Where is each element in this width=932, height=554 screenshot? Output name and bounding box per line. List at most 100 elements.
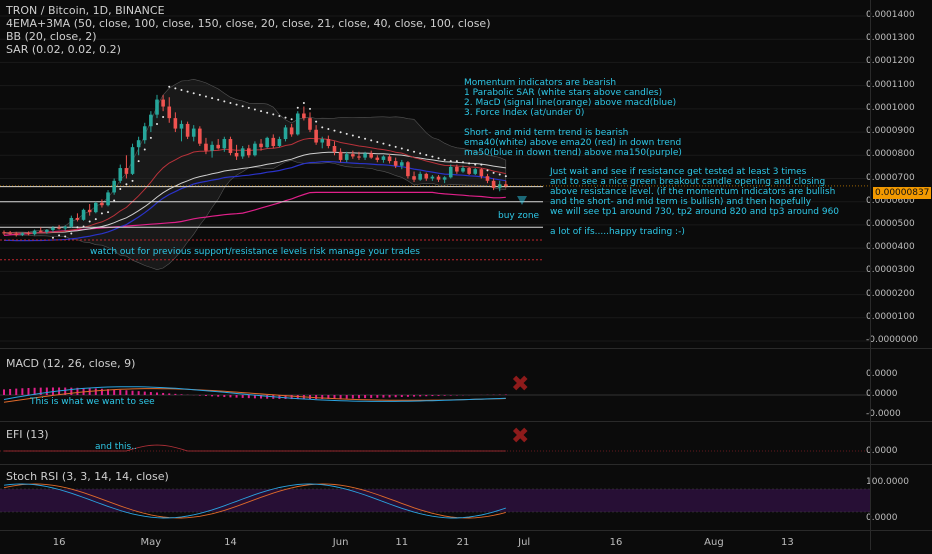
- candle-body: [278, 139, 282, 146]
- sar-dot: [70, 233, 72, 235]
- candle-body: [2, 232, 6, 233]
- price-tick-label: 0.0001100: [866, 80, 926, 90]
- candle-body: [229, 139, 233, 153]
- candle-body: [27, 233, 31, 234]
- sar-dot: [180, 89, 182, 91]
- macd-histogram-bar: [9, 389, 11, 395]
- indicator-bb: BB (20, close, 2): [6, 30, 491, 43]
- date-tick-label: May: [141, 537, 162, 548]
- efi-x-mark: ✖: [511, 426, 529, 448]
- last-price-flag: 0.00000837: [873, 187, 931, 199]
- candle-body: [247, 148, 251, 155]
- sar-dot: [407, 149, 409, 151]
- sar-dot: [499, 174, 501, 176]
- sar-dot: [431, 156, 433, 158]
- candle-body: [57, 228, 61, 229]
- candle-body: [265, 138, 269, 147]
- sar-dot: [199, 94, 201, 96]
- date-tick-label: 11: [395, 537, 408, 548]
- price-tick-label: 0.0000300: [866, 265, 926, 275]
- candle-body: [363, 153, 367, 157]
- candle-body: [412, 176, 416, 179]
- candle-body: [480, 169, 484, 176]
- indicator-sar: SAR (0.02, 0.02, 0.2): [6, 43, 491, 56]
- sar-dot: [119, 188, 121, 190]
- macd-histogram-bar: [407, 395, 409, 397]
- candle-body: [118, 168, 122, 181]
- candle-body: [131, 147, 135, 174]
- price-tick-label: 0.0000200: [866, 289, 926, 299]
- stoch-rsi-title: Stoch RSI (3, 3, 14, 14, close): [6, 470, 169, 483]
- sar-dot: [150, 137, 152, 139]
- macd-histogram-bar: [168, 393, 170, 395]
- candle-body: [143, 126, 147, 140]
- sar-dot: [52, 237, 54, 239]
- candle-body: [437, 177, 441, 180]
- sar-dot: [297, 107, 299, 109]
- sar-dot: [364, 138, 366, 140]
- efi-title: EFI (13): [6, 428, 49, 441]
- candle-body: [106, 192, 110, 205]
- date-tick-label: 21: [457, 537, 470, 548]
- macd-histogram-bar: [395, 395, 397, 397]
- price-tick-label: -0.0000000: [866, 335, 926, 345]
- stoch-tick: 0.0000: [866, 513, 926, 523]
- macd-histogram-bar: [382, 395, 384, 398]
- sar-dot: [76, 226, 78, 228]
- sar-dot: [248, 107, 250, 109]
- candle-body: [167, 107, 171, 119]
- sar-dot: [107, 211, 109, 213]
- macd-histogram-bar: [15, 389, 17, 395]
- candle-body: [345, 154, 349, 160]
- indicator-ema-ma: 4EMA+3MA (50, close, 100, close, 150, cl…: [6, 17, 491, 30]
- price-tick-label: 0.0000700: [866, 173, 926, 183]
- sar-dot: [162, 116, 164, 118]
- price-tick-label: 0.0000900: [866, 126, 926, 136]
- sar-dot: [223, 100, 225, 102]
- macd-histogram-bar: [419, 395, 421, 396]
- sar-dot: [113, 200, 115, 202]
- candle-body: [308, 118, 312, 130]
- macd-histogram-bar: [125, 390, 127, 395]
- sar-dot: [132, 180, 134, 182]
- candle-body: [235, 153, 239, 156]
- macd-histogram-bar: [352, 395, 354, 398]
- candle-body: [455, 167, 459, 172]
- sar-dot: [389, 144, 391, 146]
- macd-histogram-bar: [358, 395, 360, 398]
- efi-note: and this..: [95, 442, 137, 452]
- candle-body: [333, 146, 337, 152]
- sar-dot: [242, 105, 244, 107]
- sar-dot: [370, 139, 372, 141]
- macd-histogram-bar: [376, 395, 378, 398]
- candle-body: [467, 168, 471, 174]
- sar-dot: [278, 115, 280, 117]
- sar-dot: [505, 175, 507, 177]
- candle-body: [21, 233, 25, 235]
- macd-histogram-bar: [236, 395, 238, 398]
- candle-body: [369, 153, 373, 157]
- sar-dot: [156, 123, 158, 125]
- candle-body: [216, 145, 220, 148]
- candle-body: [339, 152, 343, 160]
- candle-body: [302, 114, 306, 119]
- sar-dot: [272, 113, 274, 115]
- candle-body: [320, 139, 324, 142]
- macd-histogram-bar: [401, 395, 403, 397]
- sar-dot: [285, 117, 287, 119]
- candle-body: [137, 140, 141, 147]
- macd-note: This is what we want to see: [30, 397, 155, 407]
- stoch-band: [0, 489, 870, 512]
- candle-body: [198, 129, 202, 144]
- pane-divider: [0, 464, 932, 465]
- candle-body: [51, 228, 55, 230]
- candle-body: [76, 218, 80, 220]
- macd-histogram-bar: [144, 392, 146, 395]
- macd-histogram-bar: [370, 395, 372, 398]
- sar-dot: [211, 97, 213, 99]
- macd-histogram-bar: [138, 391, 140, 395]
- macd-histogram-bar: [211, 395, 213, 396]
- candle-body: [253, 144, 257, 156]
- macd-histogram-bar: [413, 395, 415, 397]
